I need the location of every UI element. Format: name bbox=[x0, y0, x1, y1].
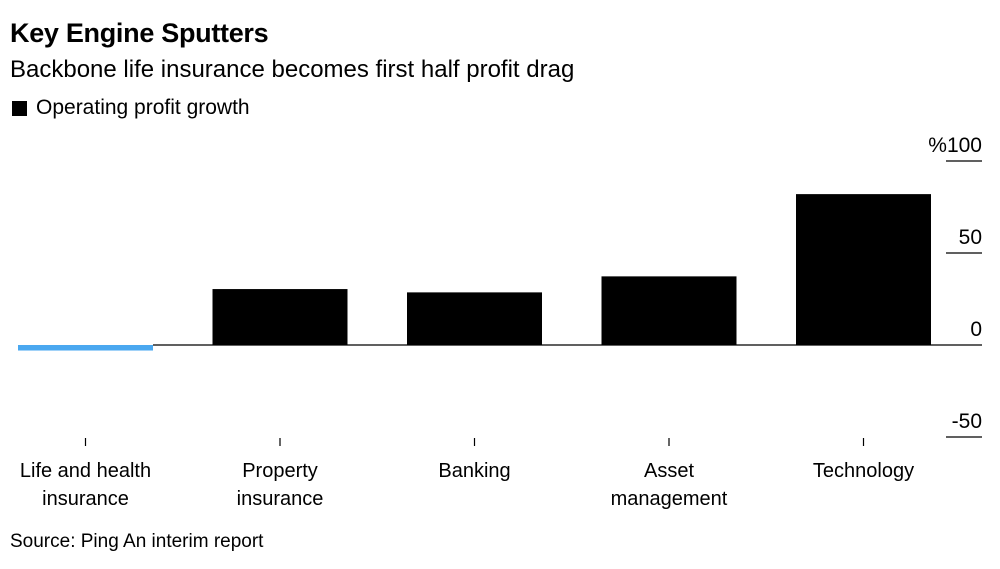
bar bbox=[407, 292, 542, 345]
source-note: Source: Ping An interim report bbox=[10, 531, 264, 552]
y-tick-label: 50 bbox=[959, 226, 982, 249]
category-label-line: management bbox=[611, 488, 728, 510]
category-label: Life and health insurance bbox=[20, 460, 151, 510]
category-label-line: Banking bbox=[438, 460, 510, 482]
category-label-line: Technology bbox=[813, 460, 914, 482]
category-label: Property insurance bbox=[237, 460, 324, 510]
y-tick-label: -50 bbox=[952, 410, 982, 433]
chart-title: Key Engine Sputters bbox=[10, 18, 269, 48]
category-label-line: Life and health bbox=[20, 460, 151, 482]
category-label-line: Asset bbox=[644, 460, 694, 482]
legend: Operating profit growth bbox=[12, 96, 250, 120]
category-label: Banking bbox=[438, 460, 510, 482]
chart-subtitle: Backbone life insurance becomes first ha… bbox=[10, 56, 575, 83]
bar bbox=[212, 289, 348, 345]
category-label-line: insurance bbox=[42, 488, 129, 510]
category-label: Technology bbox=[813, 460, 914, 482]
legend-label: Operating profit growth bbox=[36, 96, 250, 119]
bar bbox=[601, 276, 737, 345]
y-tick-label: 0 bbox=[970, 318, 982, 341]
category-label: Asset management bbox=[611, 460, 728, 510]
bar bbox=[18, 345, 153, 351]
bar bbox=[796, 194, 931, 345]
category-label-line: Property bbox=[242, 460, 318, 482]
legend-swatch bbox=[12, 100, 27, 116]
y-tick-label: %100 bbox=[928, 134, 982, 157]
category-label-line: insurance bbox=[237, 488, 324, 510]
